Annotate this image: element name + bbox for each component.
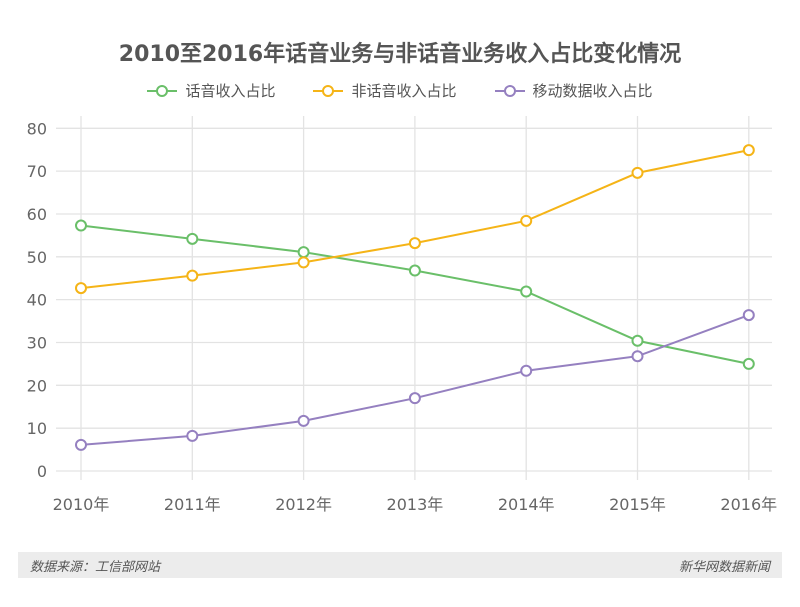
data-point — [742, 144, 755, 157]
y-tick-label: 70 — [27, 162, 47, 181]
y-tick-label: 20 — [27, 376, 47, 395]
data-point — [520, 285, 533, 298]
data-point — [297, 256, 310, 269]
data-point — [631, 166, 644, 179]
legend-label: 话音收入占比 — [185, 82, 276, 100]
x-tick-label: 2016年 — [720, 495, 777, 514]
line-chart: 0 10 20 30 40 50 60 70 80 2010年 2011年 2012年 2013年 201… — [27, 116, 777, 514]
data-point — [742, 309, 755, 322]
x-tick-label: 2010年 — [53, 495, 110, 514]
chart-title: 2010至2016年话音业务与非话音业务收入占比变化情况 — [118, 42, 682, 67]
data-point — [408, 264, 421, 277]
y-tick-label: 0 — [37, 462, 47, 481]
data-point — [408, 392, 421, 405]
data-point — [75, 282, 87, 295]
y-tick-label: 30 — [27, 333, 47, 352]
data-point — [631, 334, 644, 347]
y-tick-label: 40 — [27, 291, 47, 310]
data-point — [408, 237, 421, 250]
data-point — [186, 429, 199, 442]
legend-label: 非话音收入占比 — [351, 82, 457, 100]
source-text: 数据来源：工信部网站 — [30, 559, 161, 575]
data-point — [742, 357, 755, 370]
legend-item-nonvoice[interactable]: 非话音收入占比 — [313, 80, 457, 101]
legend-marker-voice — [147, 84, 178, 97]
data-point — [75, 219, 87, 232]
x-tick-label: 2013年 — [387, 495, 444, 514]
x-tick-label: 2012年 — [275, 495, 332, 514]
data-point — [297, 246, 310, 259]
footer: 数据来源：工信部网站 新华网数据新闻 — [18, 552, 782, 578]
x-tick-label: 2011年 — [164, 495, 221, 514]
legend-item-voice[interactable]: 话音收入占比 — [147, 80, 275, 101]
x-tick-label: 2014年 — [498, 495, 555, 514]
data-point — [297, 414, 310, 427]
data-point — [631, 350, 644, 363]
data-point — [186, 232, 199, 245]
y-tick-label: 80 — [27, 119, 47, 138]
legend-label: 移动数据收入占比 — [532, 82, 653, 100]
x-tick-label: 2015年 — [609, 495, 666, 514]
legend: 话音收入占比 非话音收入占比 移动数据收入占比 — [0, 80, 800, 101]
data-point — [186, 269, 199, 282]
legend-item-mobile-data[interactable]: 移动数据收入占比 — [494, 80, 653, 101]
data-point — [520, 214, 533, 227]
data-point — [75, 438, 87, 451]
data-point — [520, 364, 533, 377]
y-tick-label: 10 — [27, 419, 47, 438]
brand-text: 新华网数据新闻 — [678, 559, 770, 575]
y-tick-label: 50 — [27, 248, 47, 267]
legend-marker-nonvoice — [313, 84, 344, 97]
legend-marker-mobile-data — [494, 84, 525, 97]
y-tick-label: 60 — [27, 205, 47, 224]
